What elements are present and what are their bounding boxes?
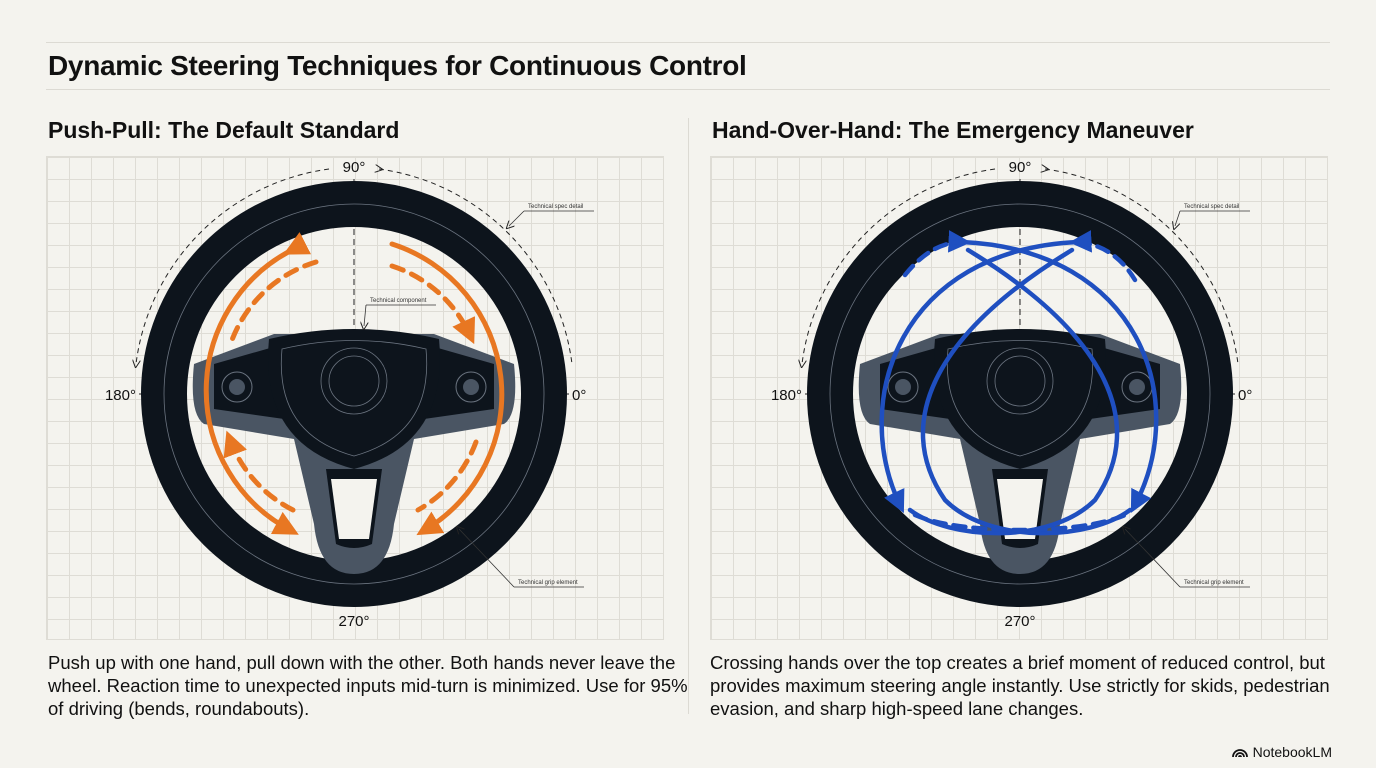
right-description: Crossing hands over the top creates a br… xyxy=(710,652,1330,719)
callout-label: Technical component xyxy=(370,298,427,304)
left-button xyxy=(229,379,245,395)
rotation-guide-right xyxy=(1045,169,1239,365)
right-button xyxy=(463,379,479,395)
notebooklm-logo: NotebookLM xyxy=(1231,744,1332,760)
callout-leader xyxy=(1175,210,1181,226)
airbag-hub xyxy=(934,329,1106,469)
angle-label-left: 180° xyxy=(771,387,802,404)
crossing-arrow-3 xyxy=(907,247,1120,536)
angle-label-right: 0° xyxy=(1238,387,1252,404)
bottom-dashed xyxy=(912,512,1128,533)
emblem-inner xyxy=(328,355,380,407)
right-lower-dashed-arrow xyxy=(415,439,479,513)
callout-label: Technical spec detail xyxy=(1184,204,1239,210)
rotation-guide-left xyxy=(136,168,330,364)
rotation-guide-right xyxy=(379,169,573,365)
top-rule xyxy=(46,42,1330,43)
steering-wheel-left: 90° 180° 0° 270° Technical spec detail Techni… xyxy=(105,159,594,630)
right-button-ring xyxy=(455,371,487,403)
callout-leader xyxy=(509,210,525,226)
angle-label-top: 90° xyxy=(343,159,366,176)
brand-name: NotebookLM xyxy=(1252,744,1332,760)
column-divider xyxy=(688,118,689,714)
left-description: Push up with one hand, pull down with th… xyxy=(48,652,688,719)
left-button-ring xyxy=(221,371,253,403)
emblem-outer xyxy=(320,347,388,415)
right-solid-arrow xyxy=(389,241,505,536)
lower-spoke-gap xyxy=(331,479,377,539)
left-solid-arrow xyxy=(203,232,312,535)
right-upper-dashed-arrow xyxy=(389,263,476,345)
right-heading: Hand-Over-Hand: The Emergency Maneuver xyxy=(712,117,1194,143)
callout-label: Technical grip element xyxy=(518,580,578,586)
crossing-arrow-2 xyxy=(947,230,1159,513)
rim-seam xyxy=(163,203,545,585)
top-right-dashed xyxy=(1075,239,1138,283)
angle-label-top: 90° xyxy=(1009,159,1032,176)
rotation-guide-left xyxy=(802,168,996,364)
callout-label: Technical spec detail xyxy=(528,204,583,210)
angle-label-right: 0° xyxy=(572,387,586,404)
right-button xyxy=(1129,379,1145,395)
notebooklm-icon xyxy=(1231,749,1248,758)
left-upper-dashed-arrow xyxy=(229,259,319,343)
left-lower-dashed-arrow xyxy=(223,430,296,513)
callout-leader xyxy=(459,529,515,588)
crossing-arrow-4 xyxy=(920,247,1133,536)
rim-seam xyxy=(829,203,1211,585)
callout-label: Technical grip element xyxy=(1184,580,1244,586)
callout-leader xyxy=(364,304,366,326)
angle-label-bottom: 270° xyxy=(1004,613,1035,630)
page-title: Dynamic Steering Techniques for Continuo… xyxy=(48,50,747,81)
top-left-dashed xyxy=(902,239,965,278)
push-pull-arrows xyxy=(203,232,505,536)
steering-wheel-right: 90° 180° 0° 270° Technical spec detail Techni… xyxy=(771,159,1252,630)
angle-label-left: 180° xyxy=(105,387,136,404)
left-heading: Push-Pull: The Default Standard xyxy=(48,117,400,143)
left-button xyxy=(895,379,911,395)
title-rule xyxy=(46,89,1330,90)
airbag-hub xyxy=(268,329,440,469)
hand-over-hand-arrows xyxy=(879,230,1159,536)
angle-label-bottom: 270° xyxy=(338,613,369,630)
callout-leader xyxy=(1125,529,1181,588)
